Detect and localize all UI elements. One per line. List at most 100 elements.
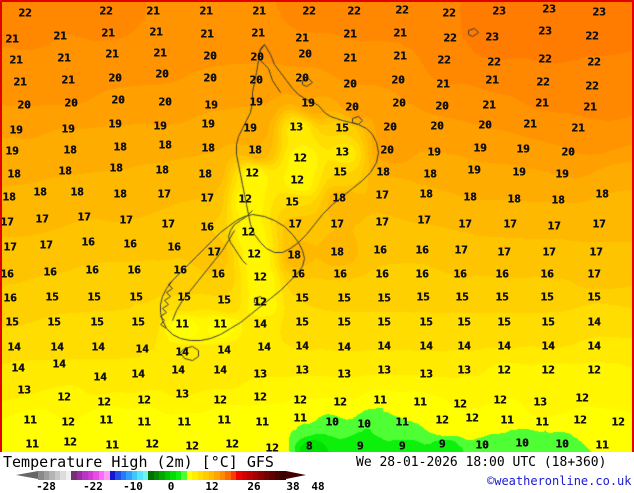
temperature-value-label: 11 — [217, 413, 231, 427]
temperature-value-label: 14 — [587, 315, 601, 329]
colorbar-cell — [126, 471, 132, 480]
temperature-value-label: 17 — [542, 245, 556, 259]
temperature-value-label: 15 — [497, 315, 511, 329]
temperature-map-canvas[interactable] — [2, 2, 632, 452]
temperature-value-label: 12 — [253, 295, 267, 309]
temperature-value-label: 21 — [5, 32, 19, 46]
temperature-value-label: 23 — [538, 24, 552, 38]
temperature-value-label: 16 — [540, 267, 554, 281]
chart-title: Temperature High (2m) [°C] GFS — [3, 453, 274, 471]
temperature-value-label: 22 — [395, 3, 409, 17]
temperature-value-label: 19 — [555, 167, 569, 181]
temperature-value-label: 18 — [2, 190, 16, 204]
temperature-value-label: 13 — [335, 145, 349, 159]
temperature-value-label: 14 — [419, 339, 433, 353]
colorbar-cell — [181, 471, 187, 480]
colorbar-cell — [258, 471, 264, 480]
temperature-value-label: 22 — [442, 6, 456, 20]
colorbar-cell — [164, 471, 170, 480]
temperature-value-label: 16 — [0, 267, 14, 281]
temperature-value-label: 17 — [330, 217, 344, 231]
colorbar-cell — [98, 471, 104, 480]
temperature-value-label: 12 — [97, 395, 111, 409]
temperature-value-label: 15 — [217, 293, 231, 307]
temperature-value-label: 11 — [500, 413, 514, 427]
temperature-value-label: 20 — [435, 99, 449, 113]
temperature-value-label: 22 — [585, 79, 599, 93]
temperature-value-label: 12 — [293, 393, 307, 407]
temperature-value-label: 20 — [380, 143, 394, 157]
temperature-value-label: 11 — [177, 415, 191, 429]
temperature-value-label: 20 — [478, 118, 492, 132]
temperature-value-label: 21 — [535, 96, 549, 110]
temperature-value-label: 14 — [587, 339, 601, 353]
colorbar-cell — [170, 471, 176, 480]
colorbar-cell — [115, 471, 121, 480]
colorbar-tick-label: -22 — [83, 480, 103, 493]
temperature-value-label: 20 — [345, 100, 359, 114]
temperature-value-label: 21 — [251, 26, 265, 40]
temperature-value-label: 22 — [437, 53, 451, 67]
temperature-value-label: 9 — [398, 439, 406, 452]
temperature-value-label: 23 — [592, 5, 606, 19]
temperature-value-label: 21 — [343, 27, 357, 41]
temperature-value-label: 19 — [243, 121, 257, 135]
temperature-value-label: 9 — [438, 437, 446, 451]
temperature-value-label: 19 — [516, 142, 530, 156]
colorbar-cell — [120, 471, 126, 480]
temperature-value-label: 21 — [252, 4, 266, 18]
temperature-value-label: 22 — [538, 52, 552, 66]
temperature-value-label: 17 — [458, 217, 472, 231]
temperature-value-label: 13 — [289, 120, 303, 134]
temperature-value-label: 16 — [373, 243, 387, 257]
temperature-value-label: 10 — [357, 417, 371, 431]
temperature-value-label: 21 — [105, 47, 119, 61]
temperature-value-label: 20 — [392, 96, 406, 110]
temperature-value-label: 17 — [35, 212, 49, 226]
colorbar-cell — [241, 471, 247, 480]
temperature-value-label: 12 — [587, 363, 601, 377]
temperature-value-label: 17 — [161, 217, 175, 231]
temperature-value-label: 14 — [337, 340, 351, 354]
temperature-value-label: 20 — [249, 73, 263, 87]
temperature-value-label: 19 — [301, 96, 315, 110]
temperature-value-label: 16 — [167, 240, 181, 254]
colorbar-cell — [43, 471, 49, 480]
temperature-value-label: 11 — [213, 317, 227, 331]
temperature-value-label: 13 — [377, 363, 391, 377]
temperature-value-label: 18 — [33, 185, 47, 199]
colorbar-left-arrow — [16, 471, 38, 479]
temperature-value-label: 18 — [201, 141, 215, 155]
temperature-value-label: 8 — [305, 439, 313, 452]
temperature-value-label: 14 — [52, 357, 66, 371]
temperature-value-label: 14 — [135, 342, 149, 356]
temperature-value-label: 17 — [592, 217, 606, 231]
temperature-value-label: 11 — [395, 415, 409, 429]
temperature-value-label: 9 — [356, 439, 364, 452]
temperature-value-label: 15 — [587, 290, 601, 304]
temperature-value-label: 16 — [123, 237, 137, 251]
temperature-value-label: 12 — [253, 270, 267, 284]
temperature-value-label: 19 — [153, 119, 167, 133]
temperature-value-label: 12 — [238, 192, 252, 206]
temperature-value-label: 17 — [39, 238, 53, 252]
colorbar-tick-label: 12 — [205, 480, 219, 493]
temperature-value-label: 15 — [5, 315, 19, 329]
temperature-value-label: 17 — [157, 187, 171, 201]
temperature-value-label: 21 — [149, 25, 163, 39]
temperature-value-label: 16 — [415, 267, 429, 281]
temperature-value-label: 12 — [435, 413, 449, 427]
colorbar-cell — [219, 471, 225, 480]
temperature-value-label: 21 — [523, 117, 537, 131]
temperature-value-label: 22 — [99, 4, 113, 18]
temperature-value-label: 20 — [203, 49, 217, 63]
temperature-value-label: 18 — [7, 167, 21, 181]
temperature-value-label: 21 — [146, 4, 160, 18]
temperature-value-label: 18 — [248, 143, 262, 157]
colorbar-cell — [280, 471, 286, 480]
temperature-value-label: 15 — [419, 315, 433, 329]
temperature-value-label: 18 — [63, 143, 77, 157]
temperature-value-label: 20 — [343, 77, 357, 91]
map-panel[interactable]: 22 22 21 21 21 22 22 22 22 23 23 23 21 21 21 21 21 21 21 21… — [0, 0, 634, 452]
